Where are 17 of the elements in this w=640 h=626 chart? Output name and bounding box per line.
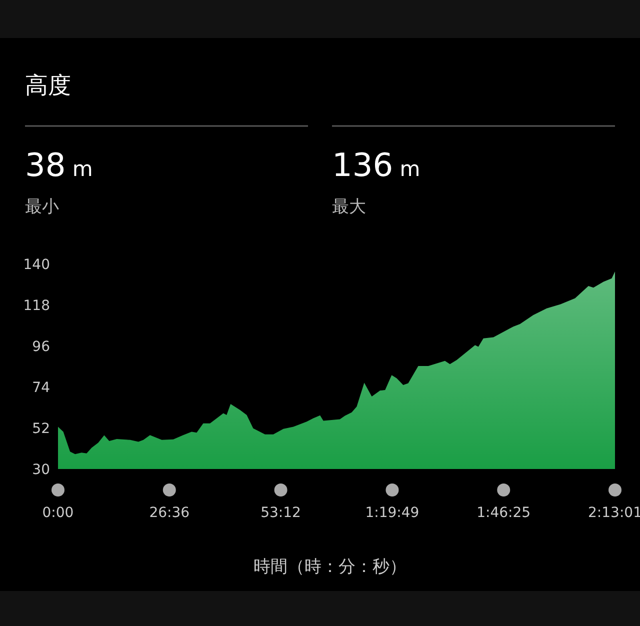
- ytick: 30: [32, 462, 50, 478]
- xtick: 26:36: [149, 505, 190, 521]
- ytick: 52: [32, 421, 50, 437]
- xtick: 53:12: [260, 505, 301, 521]
- annotation: 38 m: [25, 146, 93, 184]
- ytick: 74: [32, 380, 50, 396]
- ytick: 118: [23, 298, 50, 314]
- xtick: 1:46:25: [476, 505, 531, 521]
- ytick: 96: [32, 339, 50, 355]
- title: 高度: [25, 73, 71, 99]
- annotation: 136 m: [332, 146, 420, 184]
- ytick: 140: [23, 257, 50, 273]
- annotation: 最大: [332, 197, 366, 217]
- annotation: 最小: [25, 197, 59, 217]
- xtick: 0:00: [42, 505, 74, 521]
- xlabel: 時間（時：分：秒）: [254, 557, 406, 577]
- xtick: 1:19:49: [365, 505, 420, 521]
